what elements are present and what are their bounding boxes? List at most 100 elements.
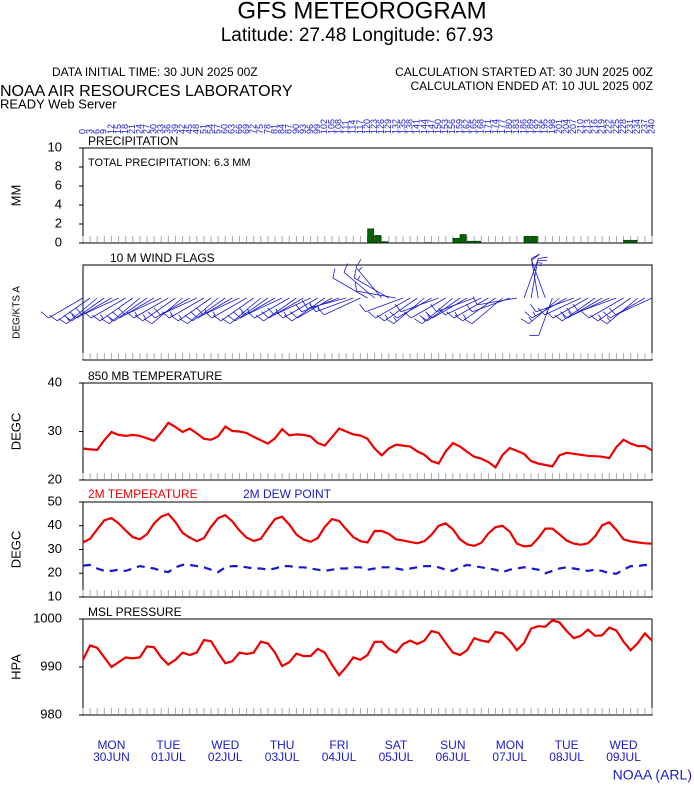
panel-frame bbox=[82, 264, 653, 361]
hour-label: 186 bbox=[518, 119, 528, 134]
legend-entry: 2M DEW POINT bbox=[243, 487, 332, 501]
panel-frame bbox=[82, 501, 653, 598]
y-tick-label: 40 bbox=[48, 374, 62, 389]
wind-barb bbox=[106, 297, 148, 322]
line bbox=[82, 619, 653, 678]
day-label: SUN bbox=[440, 738, 465, 752]
hour-label: 135 bbox=[397, 119, 407, 134]
y-tick-label: 10 bbox=[48, 139, 62, 154]
wind-barb bbox=[376, 297, 418, 322]
wind-barb bbox=[554, 297, 596, 322]
hour-label: 123 bbox=[369, 119, 379, 134]
wind-barb bbox=[118, 297, 162, 316]
wind-barb bbox=[196, 297, 240, 316]
bar bbox=[530, 236, 538, 244]
hour-label: 12 bbox=[106, 124, 116, 134]
hour-label: 45 bbox=[184, 124, 194, 134]
day-label: FRI bbox=[329, 738, 348, 752]
wind-barb bbox=[403, 297, 446, 319]
wind-barb bbox=[530, 256, 548, 299]
line bbox=[82, 512, 653, 548]
wind-barb bbox=[529, 297, 553, 336]
hour-label: 216 bbox=[589, 119, 599, 134]
bar bbox=[459, 234, 467, 244]
day-label: SAT bbox=[385, 738, 408, 752]
hour-label: 66 bbox=[234, 124, 244, 134]
wind-barb bbox=[581, 297, 624, 319]
wind-barb bbox=[267, 297, 311, 316]
wind-barb bbox=[446, 297, 489, 319]
hour-label: 72 bbox=[248, 124, 258, 134]
wind-barb bbox=[153, 297, 197, 316]
hour-label: 90 bbox=[291, 124, 301, 134]
hour-label: 171 bbox=[483, 119, 493, 134]
y-tick-label: 0 bbox=[55, 234, 62, 249]
hour-label: 15 bbox=[113, 124, 123, 134]
panel-frame bbox=[82, 618, 653, 716]
hour-label: 213 bbox=[582, 119, 592, 134]
wind-barb bbox=[317, 297, 361, 316]
panel-title: PRECIPITATION bbox=[88, 134, 178, 148]
y-axis-label: DEGC bbox=[8, 413, 23, 451]
panel-title: 10 M WIND FLAGS bbox=[110, 251, 215, 265]
wind-barb bbox=[537, 297, 582, 316]
hour-label: 219 bbox=[597, 119, 607, 134]
wind-barb bbox=[247, 297, 290, 319]
wind-barb bbox=[295, 297, 340, 313]
hour-label: 168 bbox=[476, 119, 486, 134]
hour-label: 60 bbox=[220, 124, 230, 134]
wind-barb bbox=[213, 297, 254, 322]
wind-barb bbox=[255, 297, 297, 322]
hour-label: 210 bbox=[575, 119, 585, 134]
hour-label: 165 bbox=[469, 119, 479, 134]
y-axis-label: MM bbox=[8, 185, 23, 207]
hour-label: 147 bbox=[426, 119, 436, 134]
wind-barb bbox=[389, 297, 432, 319]
date-label: 09JUL bbox=[606, 750, 641, 764]
wind-barb bbox=[472, 296, 517, 306]
hour-label: 126 bbox=[376, 119, 386, 134]
hour-label: 36 bbox=[163, 124, 173, 134]
wind-barb bbox=[41, 297, 84, 319]
hour-label: 234 bbox=[632, 119, 642, 134]
wind-barb bbox=[184, 297, 226, 322]
wind-barb bbox=[49, 297, 91, 322]
day-label: TUE bbox=[156, 738, 180, 752]
hour-label: 201 bbox=[554, 119, 564, 134]
hour-label: 33 bbox=[156, 124, 166, 134]
wind-barb bbox=[355, 259, 383, 299]
hour-label: 99 bbox=[312, 124, 322, 134]
hour-label: 198 bbox=[547, 119, 557, 134]
wind-barb bbox=[394, 297, 439, 313]
date-label: 06JUL bbox=[436, 750, 471, 764]
y-tick-label: 2 bbox=[55, 215, 62, 230]
date-label: 30JUN bbox=[93, 750, 130, 764]
hour-label: 81 bbox=[269, 124, 279, 134]
wind-barb bbox=[92, 297, 134, 322]
hour-label: 48 bbox=[191, 124, 201, 134]
bar bbox=[367, 228, 375, 244]
wind-barb bbox=[161, 297, 205, 319]
hour-label: 162 bbox=[461, 119, 471, 134]
hour-label: 9 bbox=[99, 129, 109, 134]
hour-label: 18 bbox=[120, 124, 130, 134]
hour-label: 96 bbox=[305, 124, 315, 134]
wind-barb bbox=[309, 297, 354, 313]
hour-label: 39 bbox=[170, 124, 180, 134]
wind-barb bbox=[179, 297, 219, 325]
wind-barb bbox=[529, 297, 574, 313]
hour-label: 21 bbox=[127, 124, 137, 134]
wind-barb bbox=[566, 297, 610, 316]
panel-title: 850 MB TEMPERATURE bbox=[88, 369, 222, 383]
y-tick-label: 10 bbox=[48, 588, 62, 603]
hour-label: 189 bbox=[525, 119, 535, 134]
wind-barb bbox=[368, 297, 411, 319]
hour-label: 207 bbox=[568, 119, 578, 134]
wind-barb bbox=[524, 297, 567, 319]
wind-barb bbox=[75, 297, 119, 316]
wind-barb bbox=[221, 297, 262, 325]
wind-barb bbox=[359, 297, 404, 313]
panel-title: MSL PRESSURE bbox=[88, 605, 182, 619]
line bbox=[82, 563, 653, 575]
